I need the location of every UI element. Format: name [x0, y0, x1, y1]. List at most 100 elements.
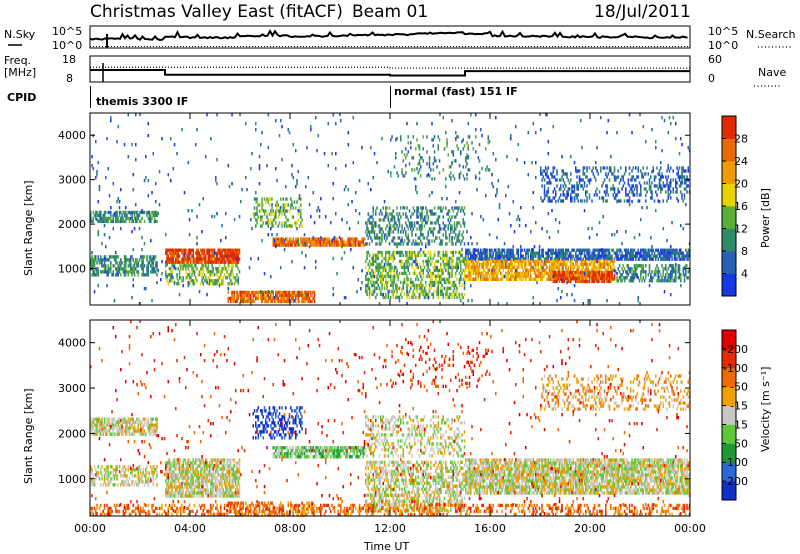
heatmap-cell: [308, 203, 311, 207]
heatmap-cell: [556, 251, 558, 255]
heatmap-cell: [291, 164, 293, 168]
heatmap-cell: [221, 257, 223, 261]
heatmap-cell: [678, 270, 681, 274]
heatmap-cell: [141, 264, 143, 268]
heatmap-cell: [206, 248, 208, 252]
heatmap-cell: [103, 210, 106, 215]
heatmap-cell: [506, 257, 508, 261]
heatmap-cell: [233, 293, 236, 298]
heatmap-cell: [630, 178, 632, 182]
heatmap-cell: [662, 251, 665, 255]
heatmap-cell: [333, 236, 336, 240]
heatmap-cell: [255, 122, 257, 126]
heatmap-cell: [448, 271, 451, 276]
heatmap-cell: [666, 257, 668, 261]
heatmap-cell: [131, 230, 133, 234]
heatmap-cell: [152, 152, 155, 156]
heatmap-cell: [432, 256, 435, 261]
heatmap-cell: [598, 273, 601, 278]
heatmap-cell: [455, 242, 457, 246]
heatmap-cell: [282, 293, 285, 298]
heatmap-cell: [580, 199, 582, 203]
heatmap-cell: [383, 295, 386, 300]
heatmap-cell: [581, 273, 583, 278]
heatmap-cell: [258, 167, 261, 171]
heatmap-cell: [616, 248, 618, 252]
heatmap-cell: [660, 248, 662, 252]
heatmap-cell: [426, 162, 428, 166]
heatmap-cell: [418, 295, 421, 300]
heatmap-cell: [202, 267, 205, 271]
heatmap-cell: [588, 178, 591, 182]
heatmap-cell: [140, 255, 142, 259]
heatmap-cell: [462, 236, 465, 240]
heatmap-cell: [378, 286, 381, 291]
heatmap-cell: [627, 257, 630, 261]
heatmap-cell: [606, 279, 608, 284]
heatmap-cell: [660, 254, 662, 258]
heatmap-cell: [181, 251, 183, 255]
heatmap-cell: [458, 259, 461, 264]
heatmap-cell: [280, 290, 282, 295]
heatmap-cell: [457, 250, 460, 255]
heatmap-cell: [638, 279, 641, 283]
heatmap-cell: [440, 262, 442, 267]
heatmap-cell: [131, 210, 133, 215]
heatmap-cell: [386, 280, 388, 285]
heatmap-cell: [611, 270, 613, 275]
heatmap-cell: [406, 286, 408, 291]
heatmap-cell: [575, 259, 577, 263]
heatmap-cell: [551, 175, 553, 179]
heatmap-cell: [243, 290, 246, 295]
heatmap-cell: [371, 256, 373, 261]
heatmap-cell: [560, 199, 562, 203]
heatmap-cell: [105, 264, 107, 268]
heatmap-cell: [558, 178, 561, 182]
heatmap-cell: [307, 290, 310, 295]
heatmap-cell: [417, 265, 420, 270]
heatmap-cell: [135, 219, 137, 224]
heatmap-cell: [433, 206, 436, 210]
heatmap-cell: [490, 271, 492, 275]
heatmap-cell: [667, 184, 670, 188]
heatmap-cell: [166, 251, 168, 255]
heatmap-cell: [403, 265, 406, 270]
heatmap-cell: [265, 299, 267, 304]
heatmap-cell: [675, 279, 677, 283]
heatmap-cell: [421, 283, 423, 288]
heatmap-cell: [660, 279, 662, 283]
heatmap-cell: [460, 277, 462, 282]
heatmap-cell: [420, 174, 422, 178]
heatmap-cell: [547, 259, 550, 263]
heatmap-cell: [441, 197, 443, 201]
heatmap-cell: [648, 267, 651, 271]
heatmap-cell: [582, 274, 585, 278]
heatmap-cell: [595, 259, 597, 263]
heatmap-cell: [456, 256, 458, 261]
heatmap-cell: [446, 250, 448, 255]
heatmap-cell: [98, 185, 101, 189]
heatmap-cell: [392, 256, 395, 261]
heatmap-cell: [561, 270, 563, 275]
heatmap-cell: [428, 156, 431, 160]
heatmap-cell: [200, 248, 202, 252]
heatmap-cell: [678, 175, 681, 179]
heatmap-cell: [457, 221, 460, 225]
heatmap-cell: [141, 236, 143, 240]
heatmap-cell: [375, 242, 377, 246]
heatmap-cell: [636, 193, 638, 197]
heatmap-cell: [303, 296, 306, 301]
heatmap-cell: [141, 261, 143, 265]
heatmap-cell: [456, 262, 458, 267]
heatmap-cell: [540, 257, 542, 261]
heatmap-cell: [437, 287, 440, 291]
heatmap-cell: [198, 270, 201, 274]
heatmap-cell: [428, 159, 431, 163]
heatmap-cell: [422, 135, 425, 139]
heatmap-cell: [173, 251, 176, 255]
heatmap-cell: [125, 213, 127, 218]
heatmap-cell: [396, 283, 398, 288]
heatmap-cell: [211, 257, 213, 261]
heatmap-cell: [332, 197, 335, 201]
heatmap-cell: [211, 254, 213, 258]
